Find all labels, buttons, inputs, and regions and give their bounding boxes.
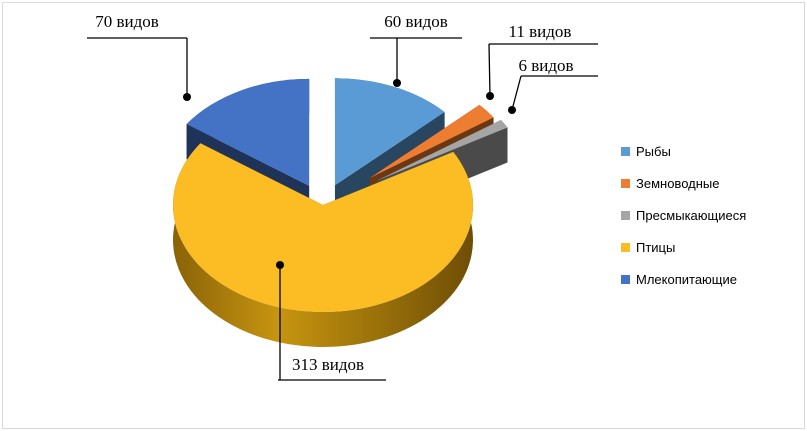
leader-dot — [393, 79, 401, 87]
legend-label: Пресмыкающиеся — [636, 207, 747, 223]
slice-top-4 — [173, 143, 474, 312]
legend-swatch — [621, 178, 630, 188]
legend-swatch — [621, 274, 630, 284]
legend-item: Земноводные — [621, 175, 746, 191]
data-label: 70 видов — [95, 12, 159, 31]
leader-line — [511, 75, 522, 111]
data-label: 60 видов — [384, 12, 448, 31]
legend-swatch — [621, 210, 630, 220]
data-label: 313 видов — [292, 355, 364, 374]
slice-top-1 — [334, 78, 445, 186]
leader-dot — [508, 106, 516, 114]
slice-4 — [173, 143, 474, 347]
data-label-group-5: 70 видов — [87, 12, 191, 101]
legend-item: Рыбы — [621, 143, 746, 159]
legend-label: Земноводные — [636, 175, 720, 191]
legend-label: Птицы — [636, 239, 676, 255]
legend-swatch — [621, 146, 630, 156]
legend-swatch — [621, 242, 630, 252]
data-label-group-4: 313 видов — [276, 261, 386, 381]
data-label-group-3: 6 видов — [508, 56, 598, 114]
legend-item: Пресмыкающиеся — [621, 207, 746, 223]
leader-dot — [183, 93, 191, 101]
slice-top-5 — [186, 78, 310, 186]
leader-dot — [276, 261, 284, 269]
leader-dot — [486, 92, 494, 100]
data-label: 6 видов — [518, 56, 573, 75]
leader-line — [488, 43, 491, 97]
data-label-group-1: 60 видов — [370, 12, 462, 87]
data-label-group-2: 11 видов — [486, 22, 598, 100]
legend-item: Млекопитающие — [621, 271, 746, 287]
slice-top-3 — [377, 120, 508, 181]
slice-top-2 — [369, 104, 494, 178]
legend: Рыбы Земноводные Пресмыкающиеся Птицы Млекоп… — [621, 143, 746, 303]
data-label: 11 видов — [509, 22, 572, 41]
legend-item: Птицы — [621, 239, 746, 255]
legend-label: Рыбы — [636, 143, 671, 159]
legend-label: Млекопитающие — [636, 271, 737, 287]
